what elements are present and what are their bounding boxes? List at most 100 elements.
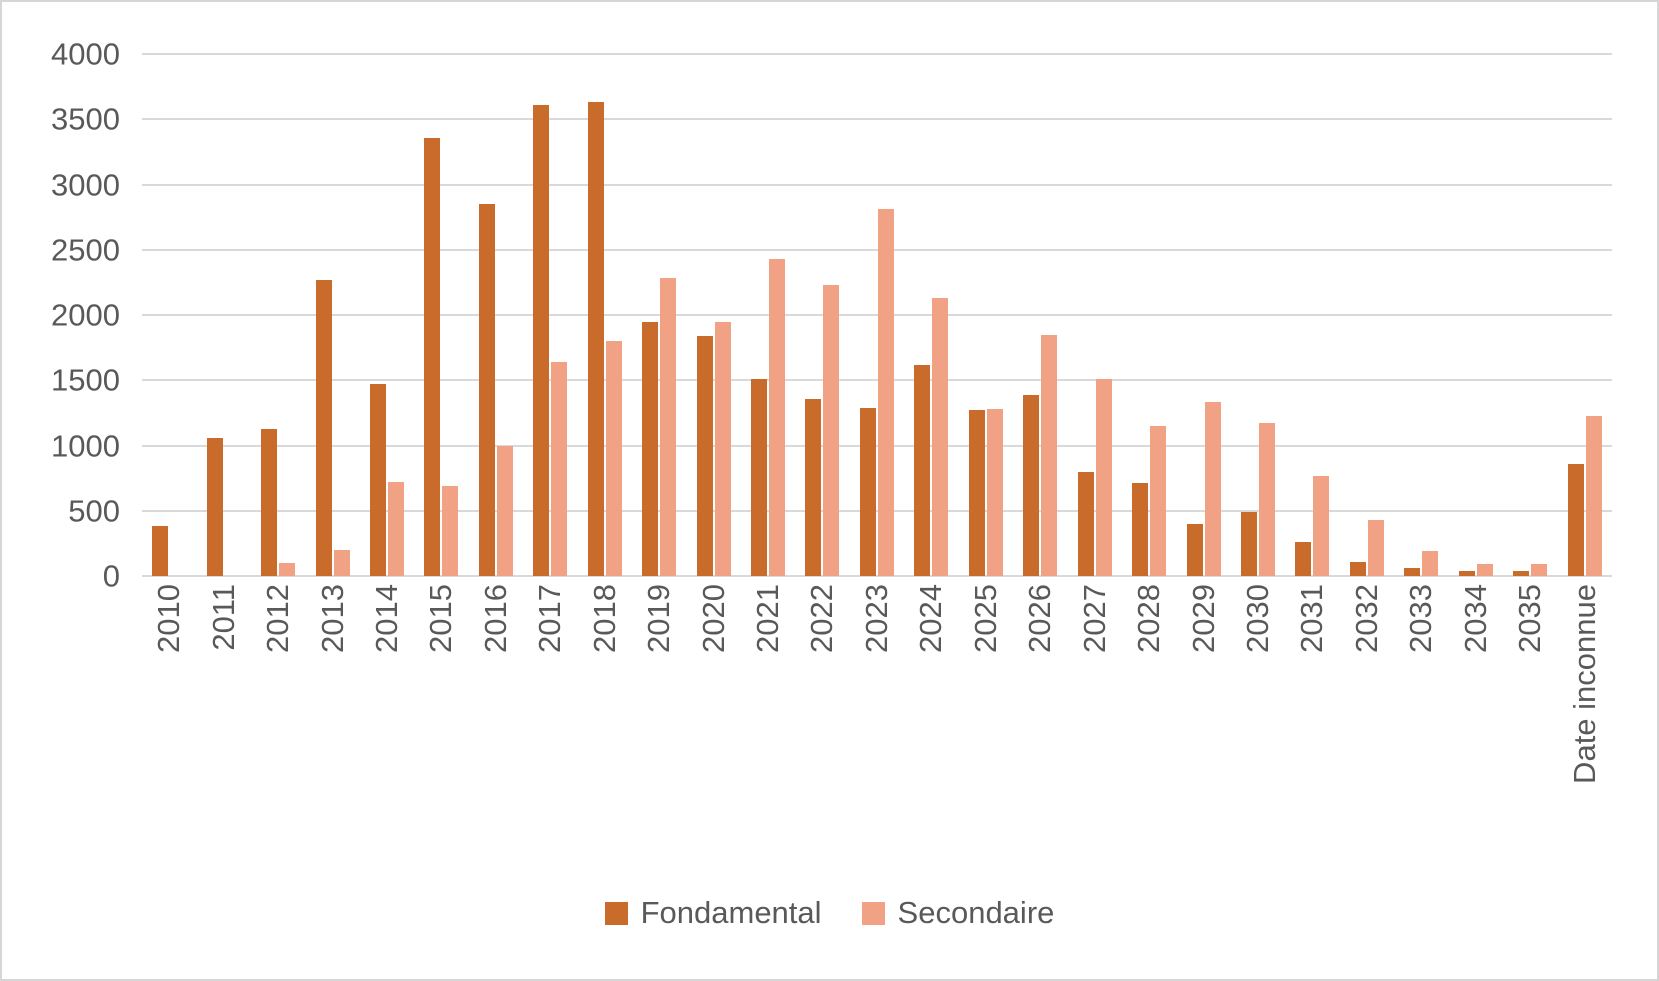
- bar-fondamental-2027: [1077, 471, 1094, 576]
- bar-fondamental-2025: [968, 410, 985, 576]
- category-date-inconnue: [1557, 54, 1611, 576]
- x-tick-label: 2018: [586, 584, 622, 653]
- bar-secondaire-2029: [1204, 402, 1221, 576]
- y-tick-label: 1000: [51, 428, 120, 463]
- category-2022: [795, 54, 849, 576]
- bar-fondamental-2016: [478, 204, 495, 576]
- legend-swatch-secondaire: [861, 901, 885, 925]
- y-axis: 4000 3500 3000 2500 2000 1500 1000 500 0: [2, 39, 120, 592]
- bar-secondaire-2020: [714, 321, 731, 576]
- category-2033: [1394, 54, 1448, 576]
- x-tick-label: 2025: [967, 584, 1003, 653]
- category-2013: [305, 54, 359, 576]
- bar-fondamental-2035: [1513, 570, 1530, 576]
- bar-secondaire-2026: [1041, 334, 1058, 576]
- bar-secondaire-2014: [387, 482, 404, 576]
- x-tick-label: 2022: [804, 584, 840, 653]
- y-tick-label: 4000: [51, 36, 120, 72]
- x-label-cell: 2034: [1449, 584, 1503, 864]
- category-2025: [959, 54, 1013, 576]
- x-tick-label: 2031: [1294, 584, 1330, 653]
- category-2027: [1067, 54, 1121, 576]
- x-label-cell: 2028: [1122, 584, 1176, 864]
- gridline-500: [142, 509, 1612, 512]
- x-tick-label: 2016: [477, 584, 513, 653]
- category-2012: [251, 54, 305, 576]
- bar-secondaire-2017: [551, 361, 568, 576]
- bars-area: [142, 54, 1612, 576]
- y-tick-label: 500: [68, 493, 120, 529]
- bar-secondaire-2019: [660, 278, 677, 576]
- category-2010: [142, 54, 196, 576]
- x-tick-label: 2019: [641, 584, 677, 653]
- legend-item-fondamental: Fondamental: [604, 895, 822, 931]
- bar-secondaire-2022: [823, 285, 840, 576]
- bar-fondamental-2018: [587, 102, 604, 576]
- x-tick-label: 2024: [913, 584, 949, 653]
- x-label-cell: 2035: [1503, 584, 1557, 864]
- bar-fondamental-2021: [751, 378, 768, 576]
- x-tick-label: 2012: [260, 584, 296, 653]
- category-2019: [632, 54, 686, 576]
- x-label-cell: 2019: [632, 584, 686, 864]
- gridline-0: [142, 575, 1612, 577]
- gridline-2500: [142, 248, 1612, 251]
- y-tick-label: 0: [102, 558, 120, 594]
- x-tick-label: 2013: [314, 584, 350, 653]
- category-2017: [523, 54, 577, 576]
- x-label-cell: 2014: [360, 584, 414, 864]
- legend-label: Secondaire: [897, 895, 1055, 930]
- x-label-cell: 2017: [523, 584, 577, 864]
- x-label-cell: 2027: [1067, 584, 1121, 864]
- category-2028: [1122, 54, 1176, 576]
- x-tick-label: 2023: [858, 584, 894, 653]
- bar-fondamental-2014: [369, 384, 386, 576]
- bar-fondamental-2013: [315, 279, 332, 576]
- bar-secondaire-2025: [986, 408, 1003, 576]
- category-2018: [578, 54, 632, 576]
- gridline-2000: [142, 314, 1612, 316]
- bar-secondaire-2033: [1422, 551, 1439, 576]
- plot-area: [142, 53, 1612, 577]
- x-tick-label: 2011: [205, 584, 241, 651]
- bar-secondaire-2035: [1531, 564, 1548, 576]
- x-tick-label: 2015: [423, 584, 459, 653]
- x-label-cell: 2030: [1231, 584, 1285, 864]
- bar-fondamental-2011: [206, 437, 223, 576]
- category-2020: [686, 54, 740, 576]
- x-label-cell: 2032: [1340, 584, 1394, 864]
- bar-fondamental-2033: [1404, 568, 1421, 576]
- y-tick-label: 2500: [51, 232, 120, 268]
- category-2023: [850, 54, 904, 576]
- x-label-cell: 2021: [741, 584, 795, 864]
- x-label-cell: 2011: [196, 584, 250, 864]
- bar-secondaire-2015: [442, 485, 459, 576]
- category-2016: [469, 54, 523, 576]
- category-2031: [1285, 54, 1339, 576]
- bar-secondaire-2021: [769, 258, 786, 576]
- bar-fondamental-2030: [1240, 512, 1257, 576]
- x-label-cell: 2026: [1013, 584, 1067, 864]
- category-2024: [904, 54, 958, 576]
- x-axis: 2010 2011 2012 2013 2014 2015 2016 2017 2018 2019…: [142, 584, 1612, 864]
- x-tick-label: 2030: [1239, 584, 1275, 653]
- category-2026: [1013, 54, 1067, 576]
- gridline-4000: [142, 53, 1612, 55]
- bar-secondaire-2034: [1476, 564, 1493, 576]
- gridline-3000: [142, 183, 1612, 186]
- x-tick-label: 2032: [1348, 584, 1384, 653]
- category-2021: [741, 54, 795, 576]
- bar-fondamental-2028: [1132, 483, 1149, 576]
- gridline-1500: [142, 379, 1612, 382]
- x-label-cell: 2023: [850, 584, 904, 864]
- x-label-cell: 2013: [305, 584, 359, 864]
- x-tick-label: 2010: [151, 584, 187, 653]
- bar-secondaire-2023: [877, 209, 894, 576]
- x-tick-label: 2034: [1457, 584, 1493, 653]
- bar-fondamental-2015: [424, 137, 441, 576]
- bar-secondaire-2031: [1313, 475, 1330, 576]
- y-tick-label: 1500: [51, 362, 120, 398]
- x-tick-label: 2035: [1512, 584, 1548, 653]
- x-label-cell: 2025: [959, 584, 1013, 864]
- bar-secondaire-2018: [605, 341, 622, 576]
